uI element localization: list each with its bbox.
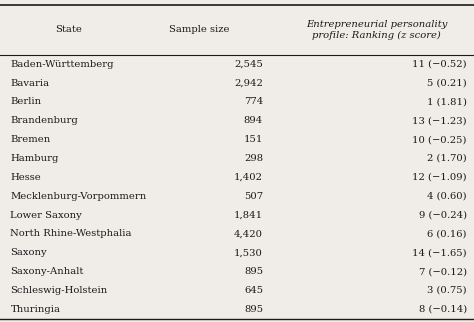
Text: 645: 645	[244, 286, 263, 295]
Text: 1,530: 1,530	[234, 248, 263, 257]
Text: 151: 151	[244, 135, 263, 144]
Text: 4 (0.60): 4 (0.60)	[427, 192, 467, 201]
Text: 8 (−0.14): 8 (−0.14)	[419, 305, 467, 314]
Text: 13 (−1.23): 13 (−1.23)	[412, 116, 467, 125]
Text: Hesse: Hesse	[10, 173, 41, 182]
Text: 3 (0.75): 3 (0.75)	[427, 286, 467, 295]
Text: Entrepreneurial personality
profile: Ranking (z score): Entrepreneurial personality profile: Ran…	[306, 20, 447, 40]
Text: 298: 298	[244, 154, 263, 163]
Text: Mecklenburg-Vorpommern: Mecklenburg-Vorpommern	[10, 192, 146, 201]
Text: 7 (−0.12): 7 (−0.12)	[419, 267, 467, 276]
Text: 10 (−0.25): 10 (−0.25)	[412, 135, 467, 144]
Text: 894: 894	[244, 116, 263, 125]
Text: 895: 895	[244, 305, 263, 314]
Text: 774: 774	[244, 97, 263, 106]
Text: 11 (−0.52): 11 (−0.52)	[412, 60, 467, 69]
Text: State: State	[55, 25, 82, 34]
Text: Bavaria: Bavaria	[10, 79, 50, 88]
Text: 1,841: 1,841	[234, 211, 263, 220]
Text: Schleswig-Holstein: Schleswig-Holstein	[10, 286, 108, 295]
Text: 2,545: 2,545	[234, 60, 263, 69]
Text: 14 (−1.65): 14 (−1.65)	[412, 248, 467, 257]
Text: Brandenburg: Brandenburg	[10, 116, 78, 125]
Text: Bremen: Bremen	[10, 135, 51, 144]
Text: Berlin: Berlin	[10, 97, 42, 106]
Text: Saxony: Saxony	[10, 248, 47, 257]
Text: 2 (1.70): 2 (1.70)	[427, 154, 467, 163]
Text: 1,402: 1,402	[234, 173, 263, 182]
Text: Sample size: Sample size	[169, 25, 229, 34]
Text: 12 (−1.09): 12 (−1.09)	[412, 173, 467, 182]
Text: Lower Saxony: Lower Saxony	[10, 211, 82, 220]
Text: 4,420: 4,420	[234, 229, 263, 238]
Text: 895: 895	[244, 267, 263, 276]
Text: 9 (−0.24): 9 (−0.24)	[419, 211, 467, 220]
Text: North Rhine-Westphalia: North Rhine-Westphalia	[10, 229, 132, 238]
Text: 5 (0.21): 5 (0.21)	[427, 79, 467, 88]
Text: Baden-Württemberg: Baden-Württemberg	[10, 60, 114, 69]
Text: 6 (0.16): 6 (0.16)	[428, 229, 467, 238]
Text: 1 (1.81): 1 (1.81)	[427, 97, 467, 106]
Text: 507: 507	[244, 192, 263, 201]
Text: Hamburg: Hamburg	[10, 154, 59, 163]
Text: Saxony-Anhalt: Saxony-Anhalt	[10, 267, 84, 276]
Text: Thuringia: Thuringia	[10, 305, 60, 314]
Text: 2,942: 2,942	[234, 79, 263, 88]
